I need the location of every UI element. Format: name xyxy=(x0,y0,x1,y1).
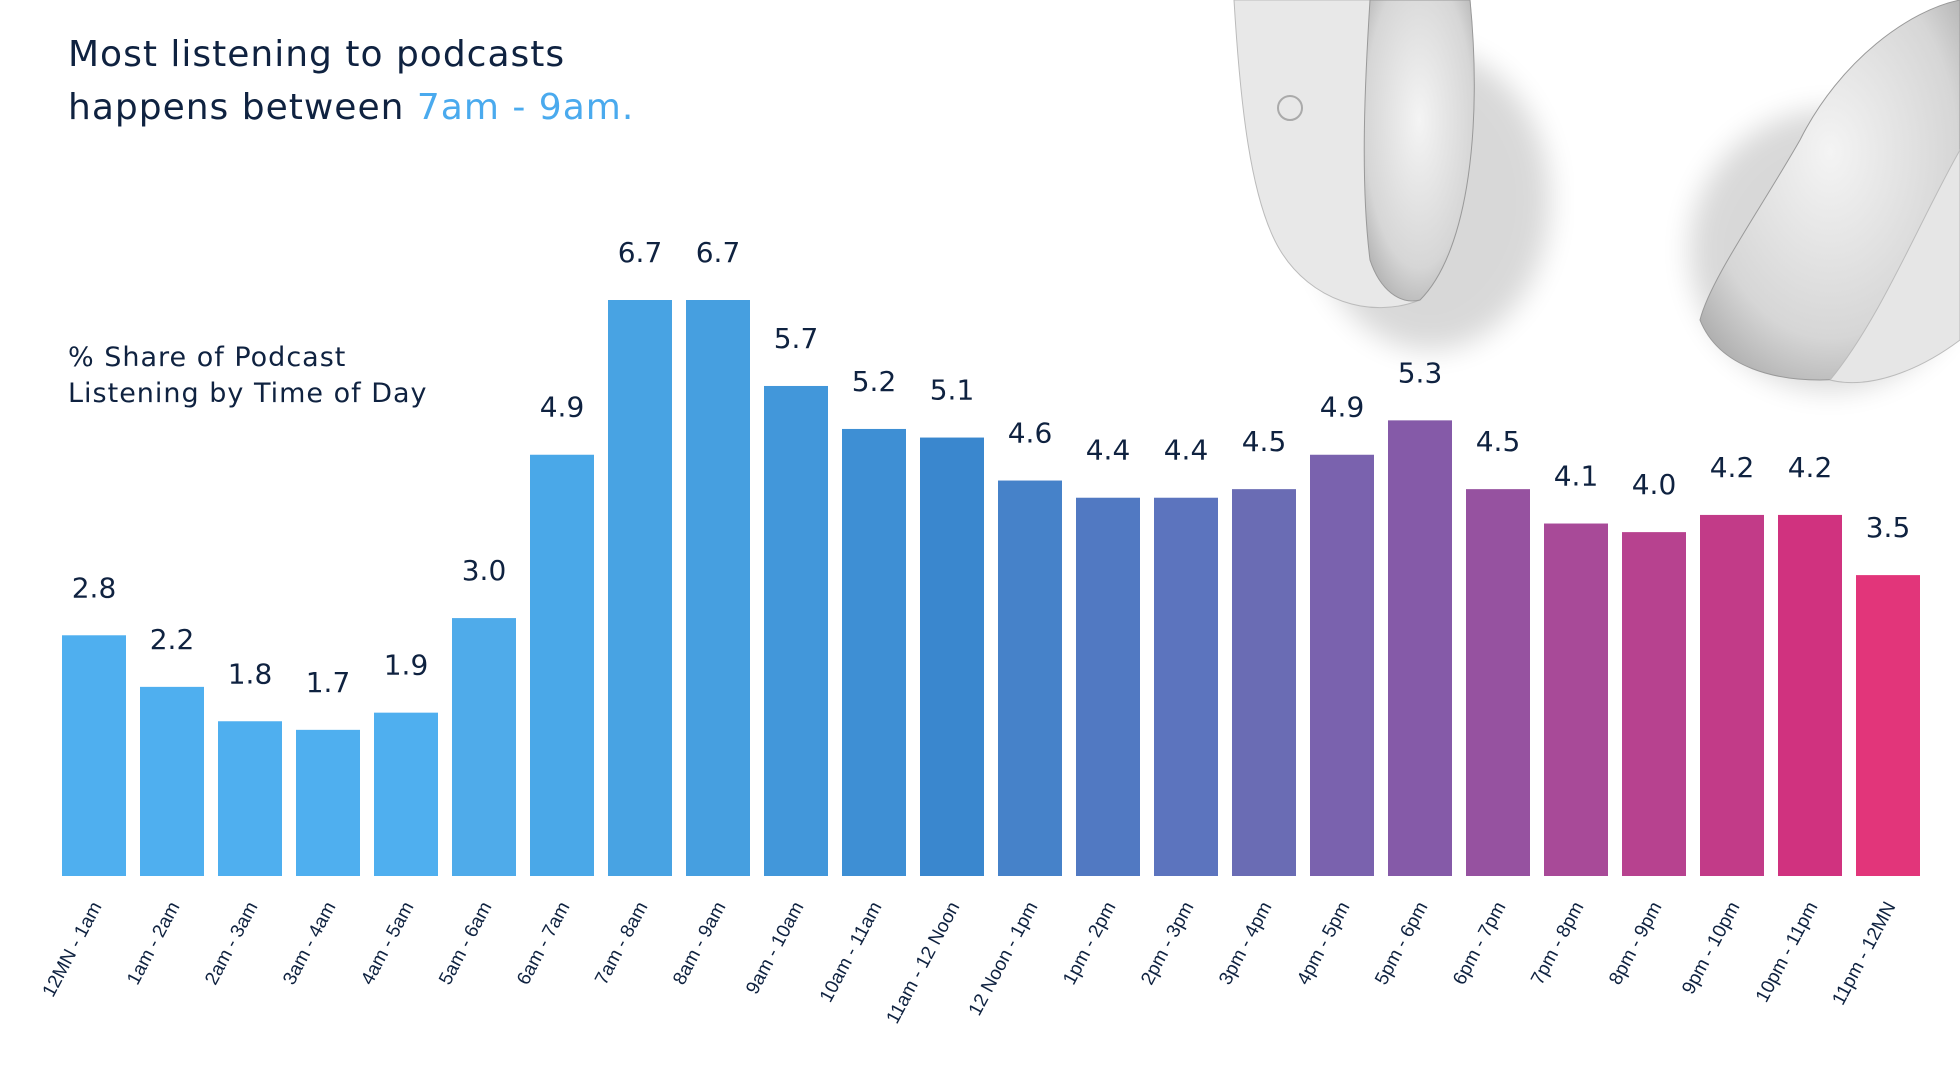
bar-21 xyxy=(1700,514,1764,876)
value-label: 4.1 xyxy=(1554,460,1599,493)
bar-4 xyxy=(374,712,438,876)
bar-11 xyxy=(920,437,984,876)
bar-20 xyxy=(1622,532,1686,876)
y-axis-label-line-1: % Share of Podcast xyxy=(68,342,347,373)
title-highlight: 7am - 9am. xyxy=(416,87,635,128)
x-tick-label: 9am - 10am xyxy=(742,898,808,997)
value-label: 4.5 xyxy=(1242,425,1287,458)
bar-22 xyxy=(1778,514,1842,876)
x-tick-label: 8am - 9am xyxy=(669,898,730,988)
value-label: 3.5 xyxy=(1866,511,1911,544)
value-label: 4.9 xyxy=(1320,391,1365,424)
value-label: 4.2 xyxy=(1788,451,1833,484)
x-tick-label: 10pm - 11pm xyxy=(1752,898,1822,1005)
x-tick-label: 1am - 2am xyxy=(123,898,184,988)
x-tick-label: 6pm - 7pm xyxy=(1449,898,1510,988)
x-tick-label: 12MN - 1am xyxy=(39,898,107,1000)
x-tick-label: 10am - 11am xyxy=(816,898,886,1005)
title-line-2: happens between 7am - 9am. xyxy=(68,81,634,134)
x-tick-label: 11am - 12 Noon xyxy=(883,898,965,1027)
bar-5 xyxy=(452,618,516,876)
x-tick-label: 7am - 8am xyxy=(591,898,652,988)
value-label: 4.4 xyxy=(1164,434,1209,467)
x-tick-label: 5am - 6am xyxy=(435,898,496,988)
bar-1 xyxy=(140,686,204,876)
bar-3 xyxy=(296,729,360,876)
value-label: 5.2 xyxy=(852,365,897,398)
bar-7 xyxy=(608,300,672,876)
bar-0 xyxy=(62,635,126,876)
value-label: 5.7 xyxy=(774,322,819,355)
x-tick-label: 3pm - 4pm xyxy=(1215,898,1276,988)
value-label: 4.6 xyxy=(1008,417,1053,450)
x-tick-label: 4am - 5am xyxy=(357,898,418,988)
chart-title: Most listening to podcasts happens betwe… xyxy=(68,28,634,134)
bar-12 xyxy=(998,480,1062,876)
value-label: 4.5 xyxy=(1476,425,1521,458)
bar-16 xyxy=(1310,454,1374,876)
title-line-1: Most listening to podcasts xyxy=(68,34,566,75)
bar-18 xyxy=(1466,489,1530,876)
x-tick-label: 11pm - 12MN xyxy=(1828,898,1900,1008)
bar-14 xyxy=(1154,497,1218,876)
value-label: 5.1 xyxy=(930,374,975,407)
x-tick-label: 6am - 7am xyxy=(513,898,574,988)
bar-9 xyxy=(764,385,828,876)
value-label: 3.0 xyxy=(462,554,507,587)
value-label: 2.2 xyxy=(150,623,195,656)
value-label: 1.8 xyxy=(228,657,273,690)
value-label: 4.2 xyxy=(1710,451,1755,484)
bar-13 xyxy=(1076,497,1140,876)
value-label: 1.9 xyxy=(384,649,429,682)
x-tick-label: 5pm - 6pm xyxy=(1371,898,1432,988)
x-tick-label: 8pm - 9pm xyxy=(1605,898,1666,988)
bar-6 xyxy=(530,454,594,876)
value-label: 6.7 xyxy=(618,236,663,269)
x-tick-label: 4pm - 5pm xyxy=(1293,898,1354,988)
bar-15 xyxy=(1232,489,1296,876)
bar-10 xyxy=(842,428,906,876)
headphones-image xyxy=(1233,0,1960,390)
x-tick-label: 3am - 4am xyxy=(279,898,340,988)
x-tick-label: 1pm - 2pm xyxy=(1059,898,1120,988)
value-label: 4.9 xyxy=(540,391,585,424)
x-tick-label: 2pm - 3pm xyxy=(1137,898,1198,988)
x-tick-label: 2am - 3am xyxy=(201,898,262,988)
value-label: 1.7 xyxy=(306,666,351,699)
x-tick-label: 9pm - 10pm xyxy=(1678,898,1744,997)
value-label: 6.7 xyxy=(696,236,741,269)
bar-19 xyxy=(1544,523,1608,876)
y-axis-label-line-2: Listening by Time of Day xyxy=(68,378,428,409)
value-label: 2.8 xyxy=(72,571,117,604)
title-line-2-prefix: happens between xyxy=(68,87,405,128)
x-tick-label: 7pm - 8pm xyxy=(1527,898,1588,988)
bar-8 xyxy=(686,300,750,876)
bar-17 xyxy=(1388,420,1452,876)
y-axis-label: % Share of Podcast Listening by Time of … xyxy=(68,340,428,412)
bar-23 xyxy=(1856,575,1920,876)
value-label: 4.4 xyxy=(1086,434,1131,467)
bar-2 xyxy=(218,721,282,876)
value-label: 4.0 xyxy=(1632,468,1677,501)
x-tick-label: 12 Noon - 1pm xyxy=(965,898,1043,1019)
value-label: 5.3 xyxy=(1398,356,1443,389)
